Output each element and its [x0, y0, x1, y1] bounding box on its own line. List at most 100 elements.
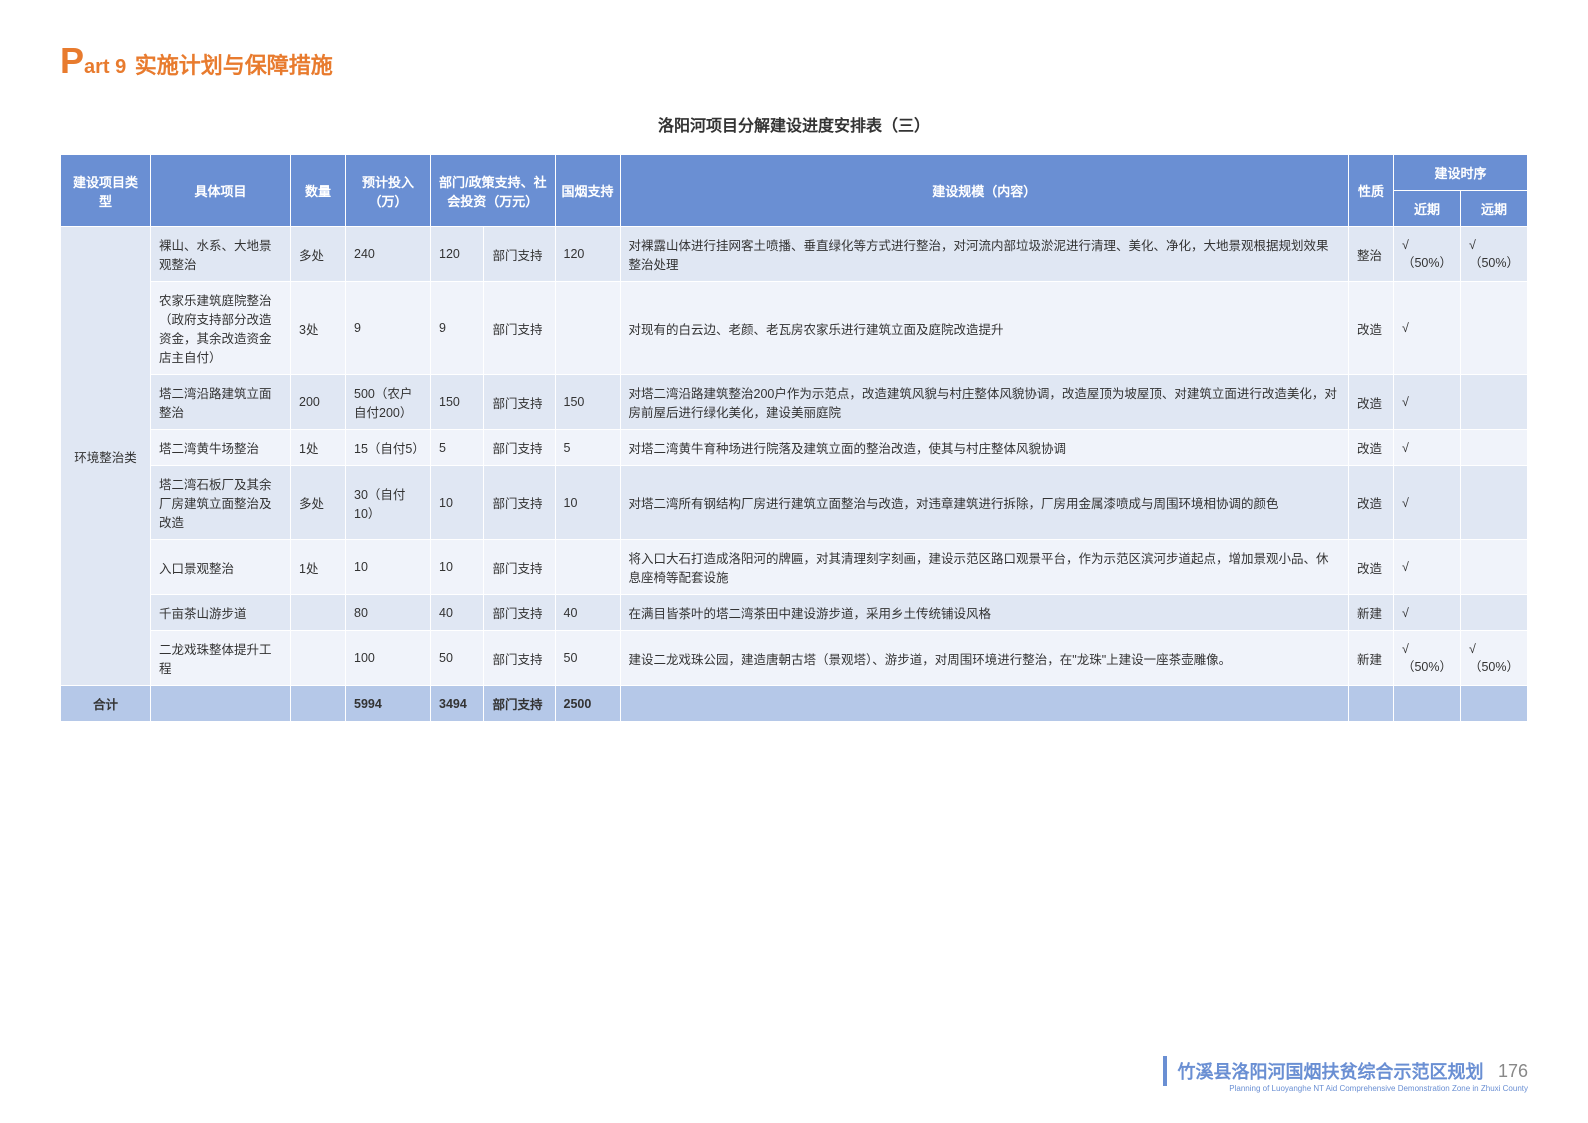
- cell-near: √: [1393, 466, 1460, 540]
- page-footer: 竹溪县洛阳河国烟扶贫综合示范区规划 176 Planning of Luoyan…: [1163, 1056, 1528, 1093]
- cell-near: √: [1393, 595, 1460, 631]
- cell-proj: 塔二湾黄牛场整治: [151, 430, 291, 466]
- cell-content: 对塔二湾所有钢结构厂房进行建筑立面整治与改造，对违章建筑进行拆除，厂房用金属漆喷…: [620, 466, 1348, 540]
- cell-smoke: [555, 540, 620, 595]
- cell-social: 40: [431, 595, 484, 631]
- cell-qty: 多处: [291, 227, 346, 282]
- table-row: 千亩茶山游步道8040部门支持40在满目皆茶叶的塔二湾茶田中建设游步道，采用乡土…: [61, 595, 1528, 631]
- col-schedule: 建设时序: [1393, 155, 1527, 191]
- cell-far: [1460, 540, 1527, 595]
- total-row: 合计 59943494部门支持2500: [61, 686, 1528, 722]
- cell-smoke: 40: [555, 595, 620, 631]
- cell-qty: 3处: [291, 282, 346, 375]
- cell-dept: 部门支持: [484, 631, 555, 686]
- cell-smoke: 50: [555, 631, 620, 686]
- cell-content: 对塔二湾黄牛育种场进行院落及建筑立面的整治改造，使其与村庄整体风貌协调: [620, 430, 1348, 466]
- cell-nature: 改造: [1348, 430, 1393, 466]
- cell-far: [1460, 595, 1527, 631]
- cell-inv: 9: [346, 282, 431, 375]
- total-cell: [291, 686, 346, 722]
- cell-nature: 改造: [1348, 282, 1393, 375]
- cell-qty: [291, 631, 346, 686]
- cell-qty: 1处: [291, 430, 346, 466]
- cell-smoke: 120: [555, 227, 620, 282]
- cell-nature: 整治: [1348, 227, 1393, 282]
- cell-qty: [291, 595, 346, 631]
- cell-inv: 500（农户自付200）: [346, 375, 431, 430]
- cell-proj: 裸山、水系、大地景观整治: [151, 227, 291, 282]
- cell-far: √（50%）: [1460, 631, 1527, 686]
- cell-nature: 改造: [1348, 375, 1393, 430]
- cell-near: √（50%）: [1393, 631, 1460, 686]
- total-cell: [1460, 686, 1527, 722]
- cell-proj: 塔二湾石板厂及其余厂房建筑立面整治及改造: [151, 466, 291, 540]
- cell-inv: 30（自付10）: [346, 466, 431, 540]
- col-category: 建设项目类型: [61, 155, 151, 227]
- cell-social: 150: [431, 375, 484, 430]
- cell-content: 将入口大石打造成洛阳河的牌匾，对其清理刻字刻画，建设示范区路口观景平台，作为示范…: [620, 540, 1348, 595]
- cell-dept: 部门支持: [484, 595, 555, 631]
- cell-far: [1460, 282, 1527, 375]
- cell-social: 5: [431, 430, 484, 466]
- cell-near: √: [1393, 375, 1460, 430]
- total-cell: 2500: [555, 686, 620, 722]
- total-cell: 部门支持: [484, 686, 555, 722]
- cell-nature: 改造: [1348, 540, 1393, 595]
- cell-content: 对裸露山体进行挂网客土喷播、垂直绿化等方式进行整治，对河流内部垃圾淤泥进行清理、…: [620, 227, 1348, 282]
- cell-content: 对塔二湾沿路建筑整治200户作为示范点，改造建筑风貌与村庄整体风貌协调，改造屋顶…: [620, 375, 1348, 430]
- cell-social: 9: [431, 282, 484, 375]
- col-social: 部门/政策支持、社会投资（万元）: [431, 155, 556, 227]
- part-number: art 9: [84, 56, 126, 78]
- cell-social: 50: [431, 631, 484, 686]
- footer-title-cn: 竹溪县洛阳河国烟扶贫综合示范区规划: [1178, 1062, 1484, 1082]
- total-cell: 合计: [61, 686, 151, 722]
- total-cell: [151, 686, 291, 722]
- cell-inv: 100: [346, 631, 431, 686]
- cell-qty: 200: [291, 375, 346, 430]
- schedule-table: 建设项目类型 具体项目 数量 预计投入（万） 部门/政策支持、社会投资（万元） …: [60, 154, 1528, 722]
- cell-near: √: [1393, 540, 1460, 595]
- cell-dept: 部门支持: [484, 375, 555, 430]
- footer-bar-icon: [1163, 1056, 1167, 1086]
- table-row: 环境整治类裸山、水系、大地景观整治多处240120部门支持120对裸露山体进行挂…: [61, 227, 1528, 282]
- total-cell: [1393, 686, 1460, 722]
- table-row: 二龙戏珠整体提升工程10050部门支持50建设二龙戏珠公园，建造唐朝古塔（景观塔…: [61, 631, 1528, 686]
- cell-content: 建设二龙戏珠公园，建造唐朝古塔（景观塔）、游步道，对周围环境进行整治，在"龙珠"…: [620, 631, 1348, 686]
- cell-smoke: 5: [555, 430, 620, 466]
- col-near: 近期: [1393, 191, 1460, 227]
- total-cell: 3494: [431, 686, 484, 722]
- category-cell: 环境整治类: [61, 227, 151, 686]
- col-smoke: 国烟支持: [555, 155, 620, 227]
- total-cell: [620, 686, 1348, 722]
- total-cell: 5994: [346, 686, 431, 722]
- cell-nature: 新建: [1348, 595, 1393, 631]
- cell-qty: 多处: [291, 466, 346, 540]
- cell-dept: 部门支持: [484, 430, 555, 466]
- cell-proj: 农家乐建筑庭院整治（政府支持部分改造资金，其余改造资金店主自付）: [151, 282, 291, 375]
- col-qty: 数量: [291, 155, 346, 227]
- cell-far: [1460, 466, 1527, 540]
- page-number: 176: [1498, 1061, 1528, 1082]
- cell-inv: 240: [346, 227, 431, 282]
- table-row: 农家乐建筑庭院整治（政府支持部分改造资金，其余改造资金店主自付）3处99部门支持…: [61, 282, 1528, 375]
- part-letter: P: [60, 40, 84, 81]
- cell-far: [1460, 375, 1527, 430]
- cell-nature: 改造: [1348, 466, 1393, 540]
- cell-proj: 入口景观整治: [151, 540, 291, 595]
- cell-social: 10: [431, 466, 484, 540]
- cell-nature: 新建: [1348, 631, 1393, 686]
- cell-near: √: [1393, 430, 1460, 466]
- cell-inv: 80: [346, 595, 431, 631]
- cell-far: [1460, 430, 1527, 466]
- cell-smoke: [555, 282, 620, 375]
- col-far: 远期: [1460, 191, 1527, 227]
- cell-smoke: 150: [555, 375, 620, 430]
- cell-proj: 塔二湾沿路建筑立面整治: [151, 375, 291, 430]
- table-row: 塔二湾石板厂及其余厂房建筑立面整治及改造多处30（自付10）10部门支持10对塔…: [61, 466, 1528, 540]
- table-title: 洛阳河项目分解建设进度安排表（三）: [60, 112, 1528, 136]
- table-row: 入口景观整治1处1010部门支持将入口大石打造成洛阳河的牌匾，对其清理刻字刻画，…: [61, 540, 1528, 595]
- cell-smoke: 10: [555, 466, 620, 540]
- total-cell: [1348, 686, 1393, 722]
- col-content: 建设规模（内容）: [620, 155, 1348, 227]
- cell-proj: 二龙戏珠整体提升工程: [151, 631, 291, 686]
